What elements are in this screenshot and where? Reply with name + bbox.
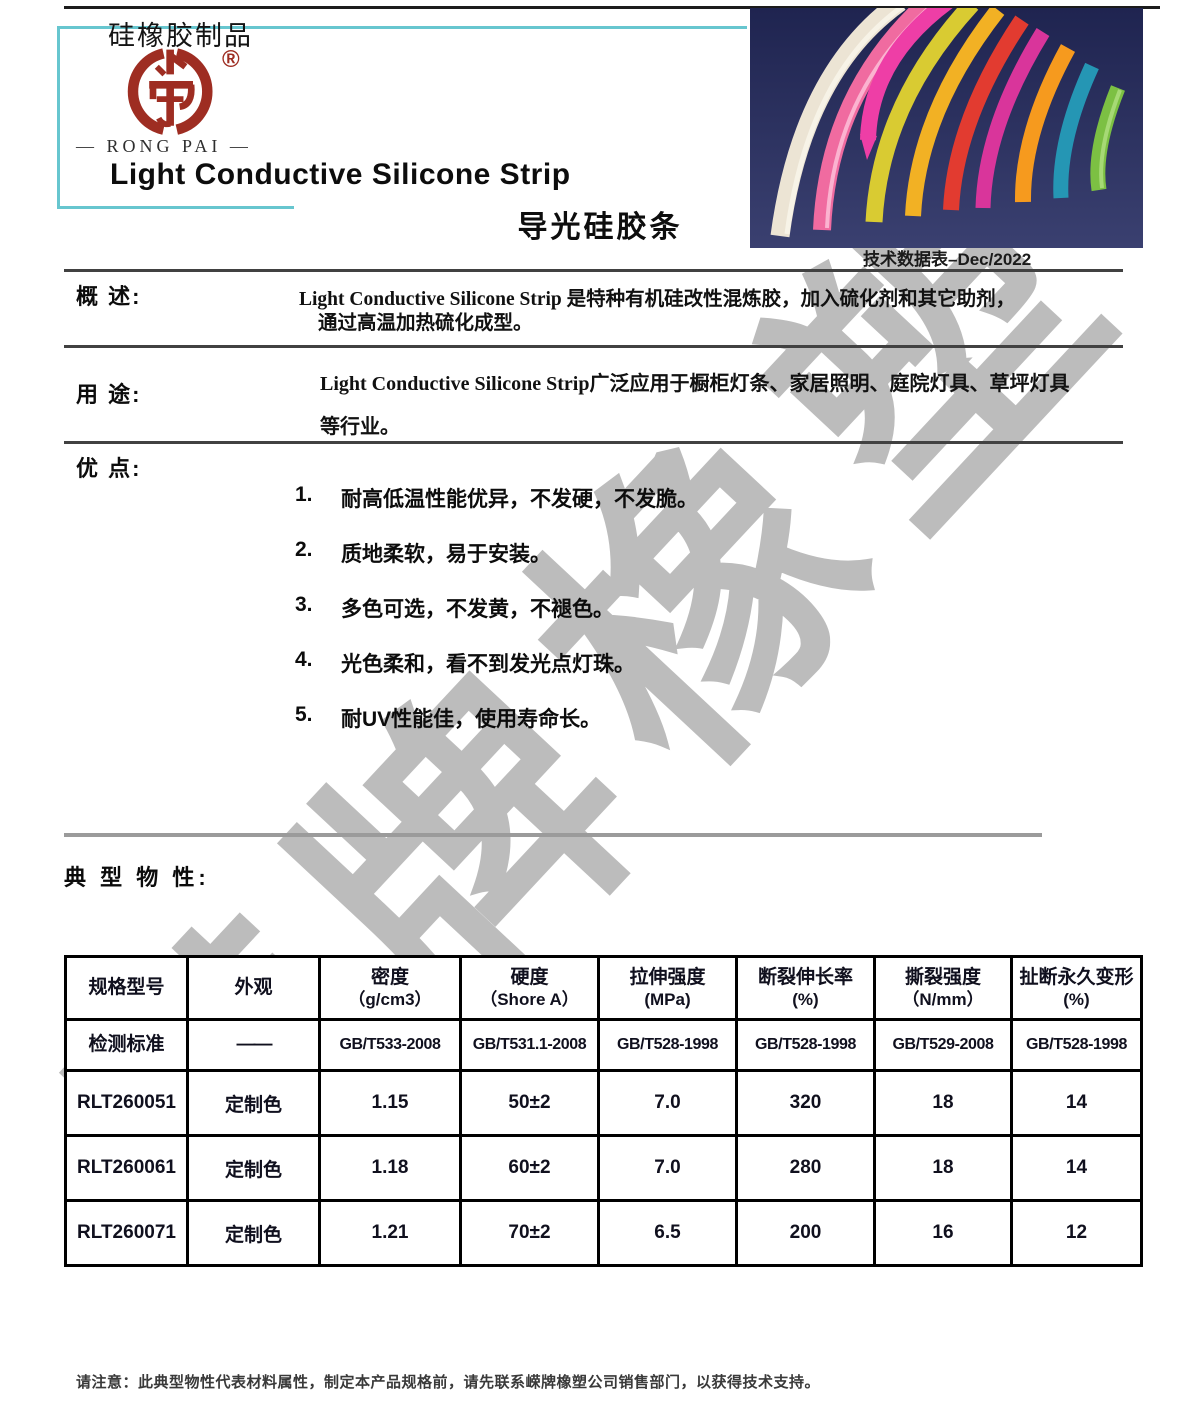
item-number: 3. — [295, 593, 313, 616]
item-text: 多色可选，不发黄，不褪色。 — [341, 598, 614, 621]
value-cell: 14 — [1010, 1069, 1143, 1137]
value-cell: 280 — [735, 1134, 876, 1202]
col-header: 规格型号 — [64, 955, 189, 1021]
col-header: 外观 — [186, 955, 321, 1021]
uses-text-line2: 等行业。 — [320, 416, 400, 438]
value-cell: 14 — [1010, 1134, 1143, 1202]
standard-cell: GB/T528-1998 — [735, 1018, 876, 1072]
typical-properties-heading: 典 型 物 性: — [64, 865, 210, 890]
table-row: RLT260061 定制色 1.18 60±2 7.0 280 18 14 — [64, 1134, 1143, 1202]
item-text: 耐UV性能佳，使用寿命长。 — [341, 708, 602, 731]
appearance-cell: 定制色 — [186, 1069, 321, 1137]
value-cell: 18 — [873, 1069, 1013, 1137]
brand-name: — RONG PAI — — [76, 136, 252, 156]
section-divider — [64, 269, 1123, 272]
section-divider — [64, 833, 1042, 837]
col-header: 硬度 （Shore A） — [459, 955, 600, 1021]
logo-frame-top — [57, 26, 747, 29]
standard-cell: GB/T528-1998 — [1010, 1018, 1143, 1072]
value-cell: 7.0 — [597, 1134, 738, 1202]
appearance-cell: 定制色 — [186, 1134, 321, 1202]
footer-note: 请注意：此典型物性代表材料属性，制定本产品规格前，请先联系嵘牌橡塑公司销售部门，… — [76, 1374, 821, 1391]
table-row: RLT260071 定制色 1.21 70±2 6.5 200 16 12 — [64, 1199, 1143, 1267]
table-row: RLT260051 定制色 1.15 50±2 7.0 320 18 14 — [64, 1069, 1143, 1137]
value-cell: 1.18 — [318, 1134, 462, 1202]
model-cell: RLT260061 — [64, 1134, 189, 1202]
registered-trademark-icon: ® — [222, 46, 240, 73]
advantage-item: 5. 耐UV性能佳，使用寿命长。 — [295, 703, 601, 733]
value-cell: 70±2 — [459, 1199, 600, 1267]
overview-heading: 概 述: — [76, 284, 142, 309]
section-divider — [64, 345, 1123, 348]
advantage-item: 4. 光色柔和，看不到发光点灯珠。 — [295, 648, 635, 678]
col-header: 扯断永久变形 (%) — [1010, 955, 1143, 1021]
model-cell: RLT260071 — [64, 1199, 189, 1267]
typical-properties-table: 规格型号 外观 密度 （g/cm3） 硬度 （Shore A） 拉伸强度 (MPa) … — [64, 955, 1143, 1267]
standard-cell: GB/T531.1-2008 — [459, 1018, 600, 1072]
value-cell: 1.21 — [318, 1199, 462, 1267]
overview-text-line1: Light Conductive Silicone Strip 是特种有机硅改性… — [299, 289, 1016, 310]
value-cell: 7.0 — [597, 1069, 738, 1137]
advantage-item: 1. 耐高低温性能优异，不发硬，不发脆。 — [295, 483, 698, 513]
value-cell: 1.15 — [318, 1069, 462, 1137]
advantage-item: 2. 质地柔软，易于安装。 — [295, 538, 551, 568]
table-header-row: 规格型号 外观 密度 （g/cm3） 硬度 （Shore A） 拉伸强度 (MPa) … — [64, 955, 1143, 1021]
value-cell: 60±2 — [459, 1134, 600, 1202]
section-divider — [64, 441, 1123, 444]
uses-heading: 用 途: — [76, 382, 142, 407]
value-cell: 200 — [735, 1199, 876, 1267]
page-title-en: Light Conductive Silicone Strip — [110, 158, 571, 191]
datasheet-caption: 技术数据表–Dec/2022 — [863, 250, 1032, 269]
col-header: 密度 （g/cm3） — [318, 955, 462, 1021]
value-cell: 16 — [873, 1199, 1013, 1267]
standards-row: 检测标准 —— GB/T533-2008 GB/T531.1-2008 GB/T… — [64, 1018, 1143, 1072]
page-title-zh: 导光硅胶条 — [517, 211, 683, 244]
item-number: 4. — [295, 648, 313, 671]
uses-text-line1: Light Conductive Silicone Strip广泛应用于橱柜灯条… — [320, 373, 1070, 395]
item-number: 1. — [295, 483, 313, 506]
item-number: 2. — [295, 538, 313, 561]
logo-frame-left — [57, 26, 60, 208]
row-label: 检测标准 — [64, 1018, 189, 1072]
item-text: 耐高低温性能优异，不发硬，不发脆。 — [341, 488, 698, 511]
dash-cell: —— — [186, 1018, 321, 1072]
logo-frame-bottom — [57, 206, 294, 209]
standard-cell: GB/T529-2008 — [873, 1018, 1013, 1072]
brand-label: 硅橡胶制品 — [108, 21, 253, 51]
item-text: 质地柔软，易于安装。 — [341, 543, 551, 566]
col-header: 拉伸强度 (MPa) — [597, 955, 738, 1021]
item-text: 光色柔和，看不到发光点灯珠。 — [341, 653, 635, 676]
value-cell: 6.5 — [597, 1199, 738, 1267]
overview-text-line2: 通过高温加热硫化成型。 — [318, 313, 533, 334]
value-cell: 12 — [1010, 1199, 1143, 1267]
standard-cell: GB/T533-2008 — [318, 1018, 462, 1072]
col-header: 撕裂强度 （N/mm） — [873, 955, 1013, 1021]
model-cell: RLT260051 — [64, 1069, 189, 1137]
col-header: 断裂伸长率 (%) — [735, 955, 876, 1021]
value-cell: 18 — [873, 1134, 1013, 1202]
item-number: 5. — [295, 703, 313, 726]
value-cell: 50±2 — [459, 1069, 600, 1137]
top-rule — [64, 6, 1160, 9]
product-photo — [750, 8, 1143, 248]
advantages-heading: 优 点: — [76, 456, 142, 481]
standard-cell: GB/T528-1998 — [597, 1018, 738, 1072]
appearance-cell: 定制色 — [186, 1199, 321, 1267]
value-cell: 320 — [735, 1069, 876, 1137]
advantage-item: 3. 多色可选，不发黄，不褪色。 — [295, 593, 614, 623]
rongpai-logo-icon — [127, 48, 213, 135]
